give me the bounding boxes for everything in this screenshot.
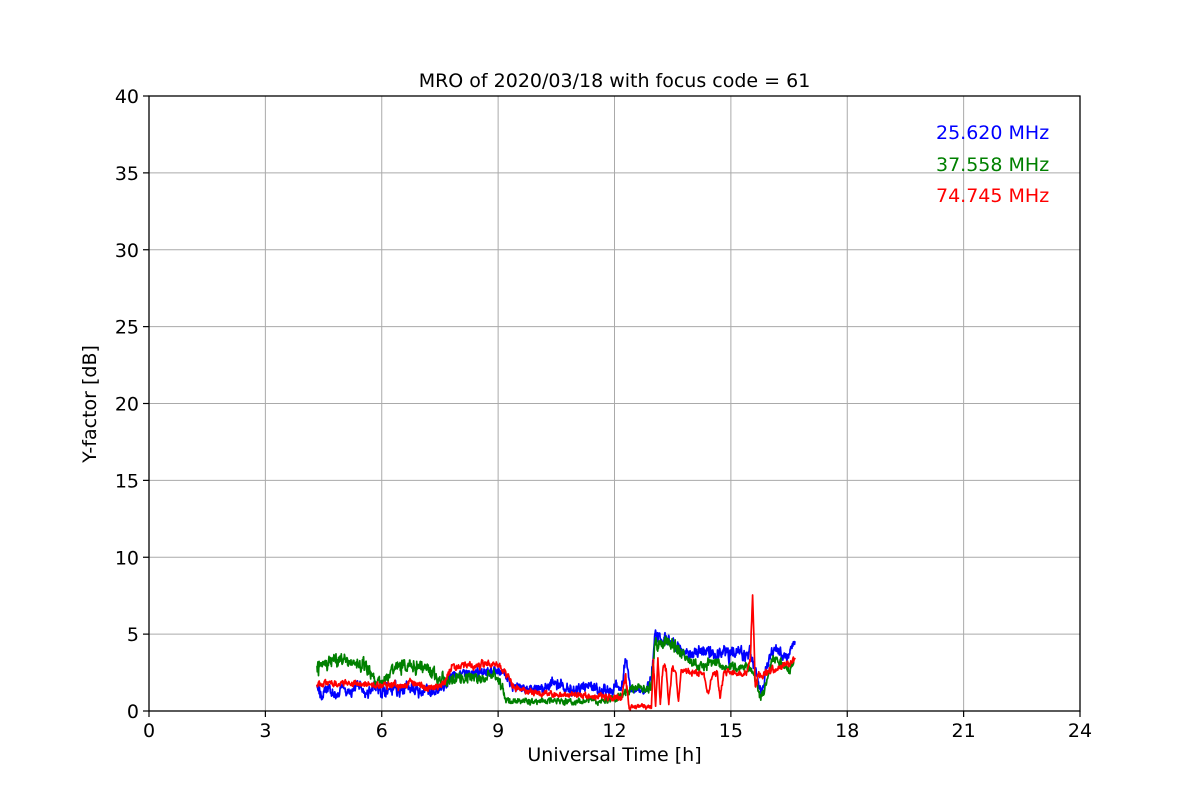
legend-item-1: 25.620 MHz (936, 122, 1050, 144)
legend-item-3: 74.745 MHz (936, 185, 1050, 207)
x-tick-label: 9 (492, 720, 504, 742)
y-tick-label: 20 (115, 394, 139, 416)
x-tick-label: 0 (143, 720, 155, 742)
chart-title: MRO of 2020/03/18 with focus code = 61 (418, 70, 811, 92)
series-line-3 (316, 594, 796, 711)
legend: 25.620 MHz 37.558 MHz 74.745 MHz (936, 118, 1049, 213)
y-tick-label: 35 (115, 163, 139, 185)
x-tick-label: 24 (1068, 720, 1092, 742)
y-tick-label: 30 (115, 240, 139, 262)
x-tick-label: 15 (719, 720, 743, 742)
y-tick-label: 5 (127, 624, 139, 646)
y-tick-label: 25 (115, 317, 139, 339)
legend-item-2: 37.558 MHz (936, 153, 1050, 176)
x-tick-label: 12 (602, 720, 626, 742)
y-tick-label: 40 (115, 86, 139, 108)
x-tick-label: 3 (259, 720, 271, 742)
series-line-2 (316, 635, 795, 707)
y-tick-label: 15 (115, 470, 139, 492)
x-tick-label: 6 (376, 720, 388, 742)
y-tick-label: 0 (127, 701, 139, 723)
y-tick-label: 10 (115, 547, 139, 569)
x-tick-label: 21 (952, 720, 976, 742)
x-tick-label: 18 (835, 720, 859, 742)
y-axis-label: Y-factor [dB] (79, 345, 101, 463)
x-axis-label: Universal Time [h] (527, 744, 702, 766)
